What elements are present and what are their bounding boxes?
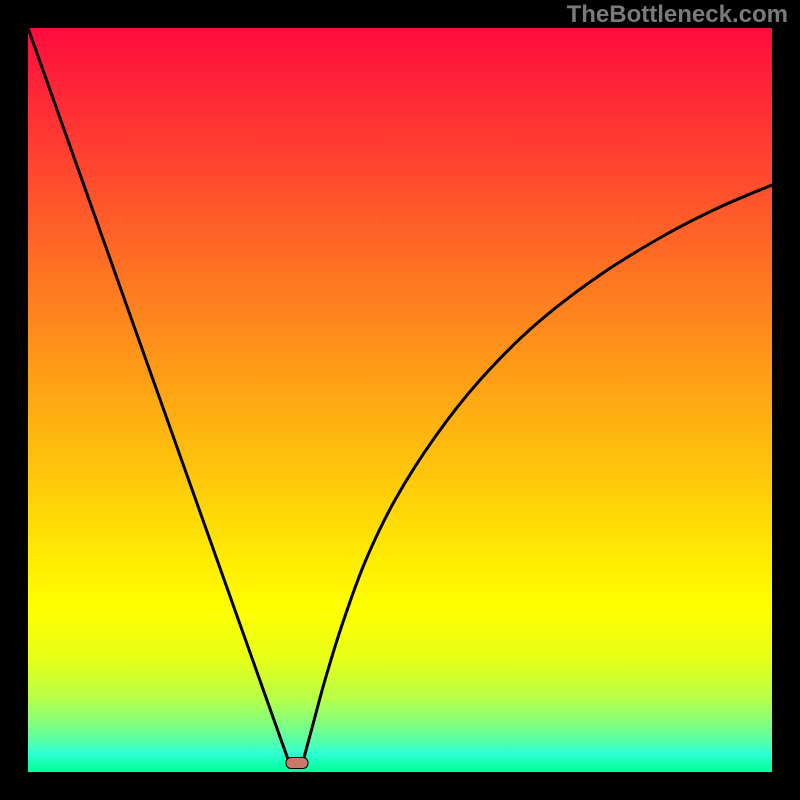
- minimum-marker: [286, 758, 308, 769]
- bottleneck-chart: TheBottleneck.com: [0, 0, 800, 800]
- watermark-text: TheBottleneck.com: [567, 1, 788, 28]
- chart-container: TheBottleneck.com: [0, 0, 800, 800]
- plot-background: [28, 28, 772, 772]
